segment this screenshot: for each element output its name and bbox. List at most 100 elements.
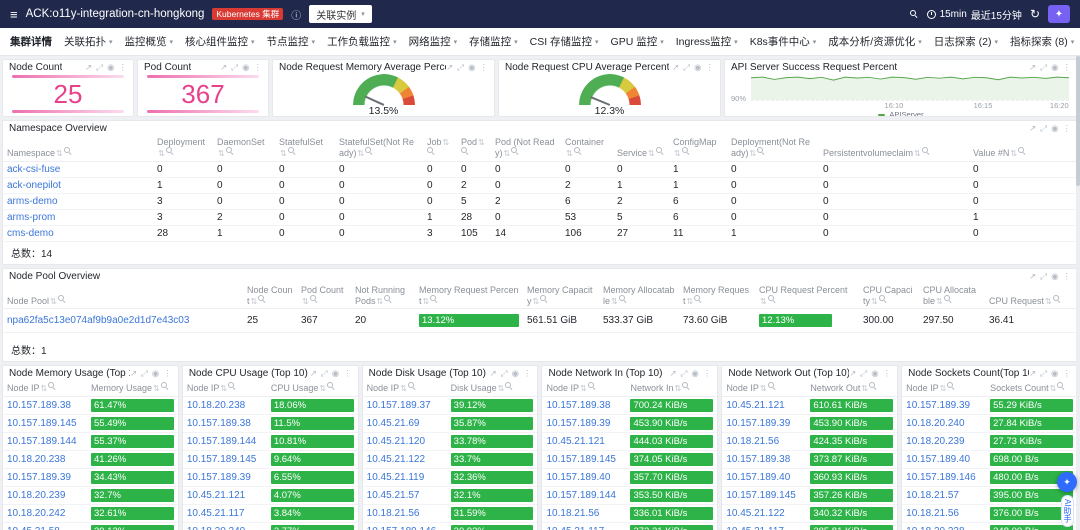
link-cell[interactable]: 10.18.20.238 — [3, 450, 87, 469]
filter-icon[interactable] — [573, 147, 583, 156]
scrollbar-thumb[interactable] — [1076, 56, 1080, 186]
eye-icon[interactable]: ◉ — [1051, 270, 1059, 281]
link-cell[interactable]: 10.157.189.38 — [3, 396, 87, 415]
column-header[interactable]: CPU Allocatable⇅ — [919, 282, 985, 310]
column-header[interactable]: Sockets Count⇅ — [986, 380, 1077, 397]
link-cell[interactable]: arms-demo — [3, 193, 153, 210]
eye-icon[interactable]: ◉ — [468, 62, 476, 72]
nav-tab[interactable]: 日志探索 (2) ▾ — [934, 34, 998, 49]
menu-icon[interactable]: ≡ — [10, 6, 18, 22]
link-cell[interactable]: 10.45.21.121 — [542, 432, 627, 451]
nav-tab[interactable]: CSI 存储监控 ▾ — [530, 34, 599, 49]
refresh-icon[interactable]: ↻ — [1029, 7, 1040, 21]
sort-icon[interactable]: ⇅ — [674, 149, 681, 159]
eye-icon[interactable]: ◉ — [1051, 62, 1059, 72]
eye-icon[interactable]: ◉ — [1051, 123, 1059, 133]
more-icon[interactable]: ⋮ — [702, 368, 712, 379]
more-icon[interactable]: ⋮ — [253, 62, 263, 72]
column-header[interactable]: Memory Usage⇅ — [87, 380, 178, 397]
column-header[interactable]: Value #N⇅ — [969, 135, 1077, 162]
sort-icon[interactable]: ⇅ — [914, 149, 921, 159]
filter-icon[interactable] — [258, 295, 267, 304]
column-header[interactable]: Container ⇅ — [561, 135, 613, 162]
fullscreen-icon[interactable]: ⤢ — [457, 62, 465, 72]
column-header[interactable]: Node Count⇅ — [243, 282, 297, 310]
eye-icon[interactable]: ◉ — [107, 62, 115, 72]
link-cell[interactable]: 10.45.21.117 — [182, 504, 267, 523]
column-header[interactable]: Persistentvolumeclaim⇅ — [819, 135, 969, 162]
eye-icon[interactable]: ◉ — [242, 62, 250, 72]
filter-icon[interactable] — [430, 295, 439, 304]
chart-legend[interactable]: APIServer — [725, 110, 1077, 116]
sort-icon[interactable]: ⇅ — [497, 384, 505, 394]
link-cell[interactable]: 10.157.189.38 — [182, 414, 267, 433]
link-cell[interactable]: 10.45.21.57 — [362, 486, 447, 505]
nav-tab[interactable]: 节点监控 ▾ — [267, 34, 316, 49]
filter-icon[interactable] — [943, 295, 953, 304]
nav-tab[interactable]: GPU 监控 ▾ — [611, 34, 664, 49]
link-cell[interactable]: 10.45.21.121 — [722, 396, 807, 415]
filter-icon[interactable] — [287, 147, 297, 156]
filter-icon[interactable] — [757, 147, 766, 156]
fullscreen-icon[interactable]: ⤢ — [1040, 123, 1048, 133]
sort-icon[interactable]: ⇅ — [861, 384, 869, 394]
link-cell[interactable]: 10.157.189.40 — [542, 468, 627, 487]
nav-tab[interactable]: K8s事件中心 ▾ — [750, 34, 817, 49]
filter-icon[interactable] — [1052, 295, 1062, 304]
link-cell[interactable]: 10.157.189.38 — [722, 450, 807, 469]
fullscreen-icon[interactable]: ⤢ — [1040, 368, 1048, 379]
share-icon[interactable]: ↗ — [1029, 270, 1037, 281]
column-header[interactable]: StatefulSet(Not Ready)⇅ — [335, 135, 423, 162]
more-icon[interactable]: ⋮ — [882, 368, 892, 379]
sort-icon[interactable]: ⇅ — [1010, 149, 1018, 159]
filter-icon[interactable] — [587, 382, 597, 391]
link-cell[interactable]: 10.157.189.37 — [362, 396, 447, 415]
filter-icon[interactable] — [160, 382, 170, 391]
fullscreen-icon[interactable]: ⤢ — [96, 62, 104, 72]
column-header[interactable]: Pod Count ⇅ — [297, 282, 351, 310]
more-icon[interactable]: ⋮ — [705, 62, 715, 72]
sort-icon[interactable]: ⇅ — [220, 384, 228, 394]
filter-icon[interactable] — [947, 382, 956, 391]
sort-icon[interactable]: ⇅ — [759, 384, 767, 394]
nav-tab[interactable]: 工作负载监控 ▾ — [327, 34, 397, 49]
filter-icon[interactable] — [921, 147, 931, 156]
filter-icon[interactable] — [681, 147, 691, 156]
share-icon[interactable]: ↗ — [220, 62, 228, 72]
link-cell[interactable]: 10.45.21.122 — [362, 450, 447, 469]
link-cell[interactable]: 10.18.20.242 — [3, 504, 87, 523]
nav-tab[interactable]: 存储监控 ▾ — [469, 34, 518, 49]
column-header[interactable]: CPU Usage⇅ — [266, 380, 358, 397]
link-cell[interactable]: 10.157.189.40 — [902, 450, 987, 469]
sort-icon[interactable]: ⇅ — [319, 384, 327, 394]
column-header[interactable]: Node IP⇅ — [362, 380, 447, 397]
nav-tab[interactable]: 关联拓扑 ▾ — [64, 34, 113, 49]
column-header[interactable]: Node IP⇅ — [182, 380, 267, 397]
filter-icon[interactable] — [682, 382, 691, 391]
link-cell[interactable]: 10.157.189.144 — [182, 432, 267, 451]
filter-icon[interactable] — [618, 295, 628, 304]
column-header[interactable]: Network In⇅ — [626, 380, 718, 397]
share-icon[interactable]: ↗ — [129, 368, 138, 379]
column-header[interactable]: CPU Request⇅ — [985, 282, 1077, 310]
share-icon[interactable]: ↗ — [1029, 123, 1037, 133]
filter-icon[interactable] — [63, 147, 73, 156]
eye-icon[interactable]: ◉ — [1051, 368, 1059, 379]
filter-icon[interactable] — [540, 295, 549, 304]
link-cell[interactable]: 10.157.189.39 — [902, 396, 987, 415]
column-header[interactable]: Deployment(Not Ready)⇅ — [727, 135, 819, 162]
link-cell[interactable]: 10.157.189.40 — [722, 468, 807, 487]
link-cell[interactable]: 10.157.189.39 — [542, 414, 627, 433]
link-cell[interactable]: 10.18.20.239 — [3, 486, 87, 505]
sort-icon[interactable]: ⇅ — [648, 149, 655, 159]
column-header[interactable]: Disk Usage⇅ — [446, 380, 538, 397]
column-header[interactable]: ConfigMap ⇅ — [669, 135, 727, 162]
filter-icon[interactable] — [511, 147, 520, 156]
filter-icon[interactable] — [48, 382, 57, 391]
filter-icon[interactable] — [767, 295, 777, 304]
link-cell[interactable]: 10.157.189.39 — [182, 468, 267, 487]
related-instance-select[interactable]: 关联实例 ▾ — [309, 5, 372, 23]
column-header[interactable]: DaemonSet ⇅ — [213, 135, 275, 162]
share-icon[interactable]: ↗ — [669, 368, 677, 379]
eye-icon[interactable]: ◉ — [691, 368, 699, 379]
